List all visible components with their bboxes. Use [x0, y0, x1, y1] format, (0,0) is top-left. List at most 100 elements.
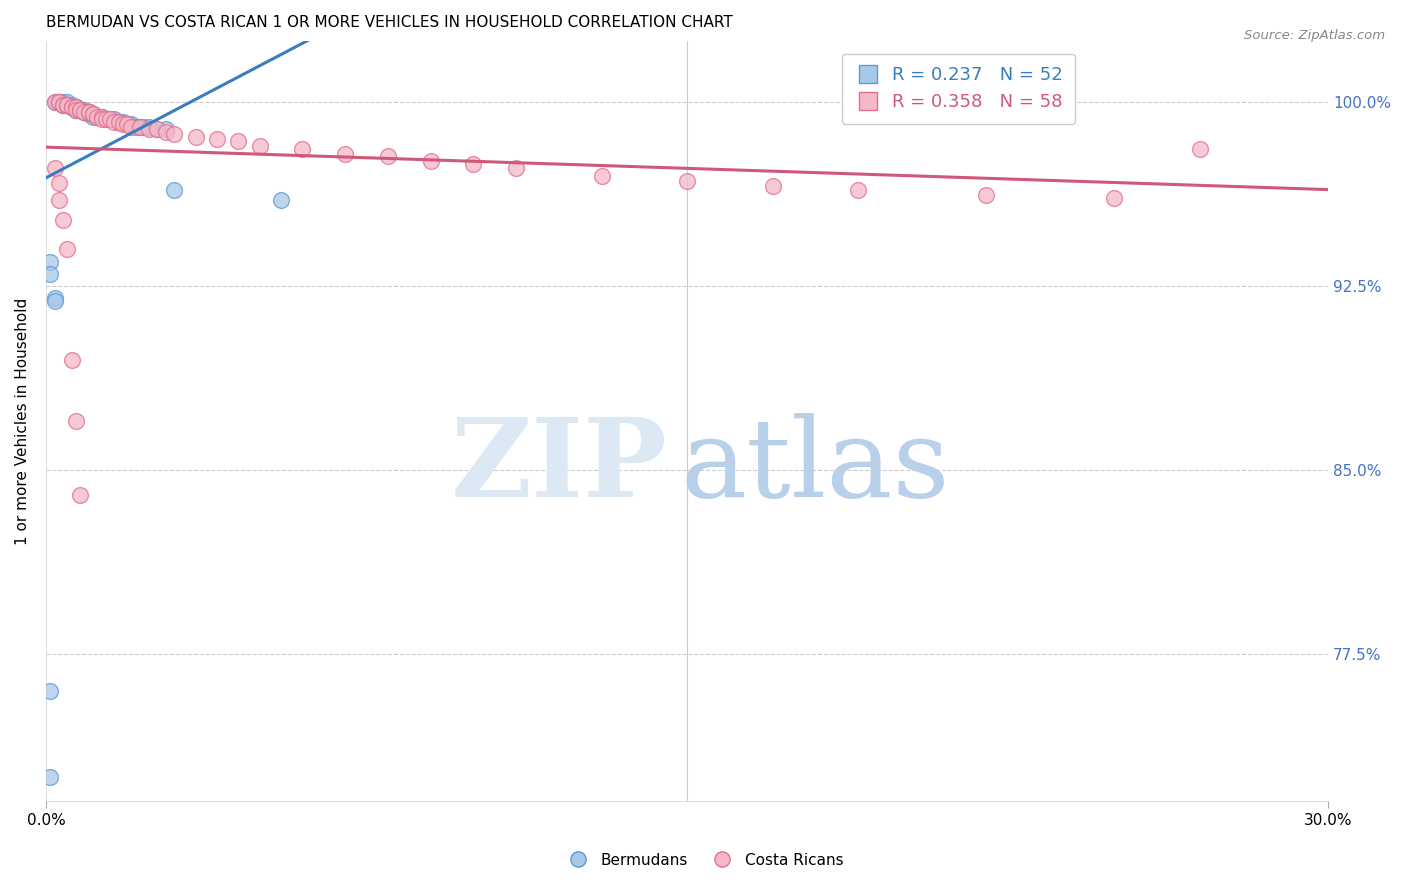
- Point: [65, 100, 87, 114]
- Point: [974, 188, 997, 202]
- Point: [205, 132, 228, 146]
- Point: [56, 243, 79, 257]
- Point: [39, 683, 62, 698]
- Point: [65, 414, 87, 428]
- Point: [82, 110, 104, 124]
- Point: [90, 110, 112, 124]
- Point: [676, 174, 699, 188]
- Point: [56, 97, 79, 112]
- Point: [48, 95, 70, 110]
- Point: [44, 95, 66, 110]
- Point: [98, 112, 121, 127]
- Point: [56, 95, 79, 110]
- Text: ZIP: ZIP: [451, 413, 668, 520]
- Point: [65, 100, 87, 114]
- Point: [52, 97, 75, 112]
- Point: [377, 149, 399, 163]
- Point: [82, 107, 104, 121]
- Point: [52, 97, 75, 112]
- Point: [60, 100, 83, 114]
- Point: [69, 103, 91, 117]
- Text: atlas: atlas: [681, 413, 950, 520]
- Point: [60, 97, 83, 112]
- Text: Source: ZipAtlas.com: Source: ZipAtlas.com: [1244, 29, 1385, 42]
- Point: [163, 127, 186, 141]
- Point: [48, 95, 70, 110]
- Point: [73, 105, 96, 120]
- Point: [69, 103, 91, 117]
- Point: [120, 120, 142, 134]
- Point: [69, 103, 91, 117]
- Point: [107, 115, 129, 129]
- Point: [249, 139, 271, 153]
- Point: [1104, 191, 1126, 205]
- Point: [107, 115, 129, 129]
- Point: [86, 110, 108, 124]
- Point: [73, 105, 96, 120]
- Point: [44, 293, 66, 308]
- Point: [184, 129, 207, 144]
- Point: [60, 100, 83, 114]
- Point: [115, 117, 138, 131]
- Point: [44, 95, 66, 110]
- Point: [48, 194, 70, 208]
- Legend: R = 0.237   N = 52, R = 0.358   N = 58: R = 0.237 N = 52, R = 0.358 N = 58: [842, 54, 1076, 124]
- Point: [115, 117, 138, 131]
- Point: [1188, 142, 1211, 156]
- Point: [103, 112, 125, 127]
- Point: [463, 156, 485, 170]
- Point: [56, 97, 79, 112]
- Point: [155, 125, 177, 139]
- Point: [103, 115, 125, 129]
- Point: [52, 95, 75, 110]
- Point: [129, 120, 152, 134]
- Point: [39, 267, 62, 281]
- Point: [65, 103, 87, 117]
- Legend: Bermudans, Costa Ricans: Bermudans, Costa Ricans: [557, 847, 849, 873]
- Point: [90, 110, 112, 124]
- Point: [846, 184, 869, 198]
- Point: [56, 97, 79, 112]
- Point: [48, 176, 70, 190]
- Point: [82, 107, 104, 121]
- Point: [52, 97, 75, 112]
- Point: [77, 105, 100, 120]
- Point: [44, 292, 66, 306]
- Point: [82, 107, 104, 121]
- Point: [48, 95, 70, 110]
- Point: [155, 122, 177, 136]
- Point: [65, 103, 87, 117]
- Point: [44, 161, 66, 176]
- Point: [111, 117, 134, 131]
- Point: [48, 95, 70, 110]
- Point: [86, 110, 108, 124]
- Point: [291, 142, 314, 156]
- Point: [125, 120, 148, 134]
- Point: [69, 487, 91, 501]
- Point: [77, 107, 100, 121]
- Point: [77, 105, 100, 120]
- Point: [129, 120, 152, 134]
- Point: [138, 120, 160, 134]
- Point: [94, 112, 117, 127]
- Point: [56, 97, 79, 112]
- Point: [591, 169, 613, 183]
- Point: [39, 770, 62, 784]
- Point: [146, 122, 169, 136]
- Point: [69, 103, 91, 117]
- Point: [69, 103, 91, 117]
- Text: BERMUDAN VS COSTA RICAN 1 OR MORE VEHICLES IN HOUSEHOLD CORRELATION CHART: BERMUDAN VS COSTA RICAN 1 OR MORE VEHICL…: [46, 15, 733, 30]
- Point: [60, 100, 83, 114]
- Point: [505, 161, 527, 176]
- Point: [65, 103, 87, 117]
- Point: [48, 95, 70, 110]
- Point: [90, 112, 112, 127]
- Point: [56, 97, 79, 112]
- Point: [163, 184, 186, 198]
- Point: [226, 135, 249, 149]
- Point: [65, 100, 87, 114]
- Point: [146, 122, 169, 136]
- Point: [761, 178, 783, 193]
- Point: [120, 117, 142, 131]
- Y-axis label: 1 or more Vehicles in Household: 1 or more Vehicles in Household: [15, 297, 30, 545]
